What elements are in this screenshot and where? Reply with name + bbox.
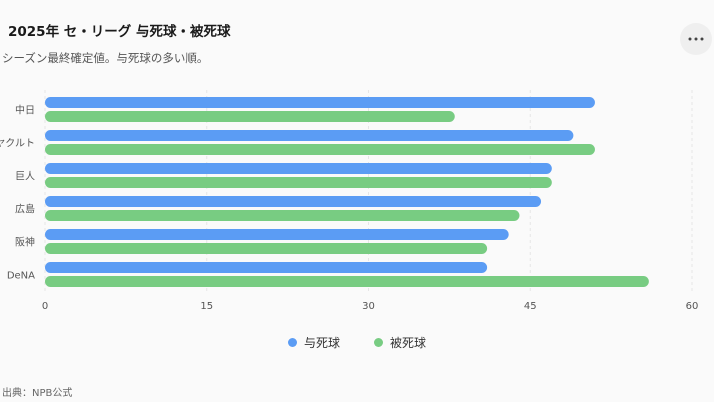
source-note: 出典：NPB公式	[2, 388, 73, 399]
legend-item: 与死球	[287, 334, 340, 351]
legend-label: 与死球	[303, 336, 340, 350]
more-options-button[interactable]	[680, 23, 712, 55]
bar-given	[45, 163, 552, 174]
chart-legend: 与死球 被死球	[0, 334, 714, 351]
chart-subtitle: シーズン最終確定値。与死球の多い順。	[2, 51, 209, 65]
y-category-label: 広島	[15, 203, 35, 216]
y-category-label: DeNA	[7, 271, 35, 282]
legend-swatch	[374, 338, 383, 347]
x-tick-label: 0	[42, 301, 48, 312]
bar-given	[45, 130, 574, 141]
legend-swatch	[287, 338, 297, 347]
y-category-label: 阪神	[15, 236, 35, 249]
bar-received	[45, 177, 552, 188]
x-tick-label: 45	[524, 301, 537, 312]
bar-given	[45, 262, 488, 273]
more-horizontal-icon	[688, 37, 704, 41]
bar-received	[45, 144, 595, 155]
bar-received	[45, 276, 649, 287]
bar-received	[45, 210, 520, 221]
bar-received	[45, 243, 488, 254]
y-category-label: 巨人	[15, 171, 35, 183]
y-category-label: 中日	[15, 104, 35, 117]
x-tick-label: 15	[200, 301, 213, 312]
chart-title: 2025年 セ・リーグ 与死球・被死球	[8, 24, 231, 40]
y-category-label: ヤクルト	[0, 138, 35, 150]
bar-received	[45, 111, 455, 122]
bar-given	[45, 196, 542, 207]
x-tick-label: 30	[362, 301, 375, 312]
x-tick-label: 60	[686, 301, 699, 312]
legend-label: 被死球	[390, 336, 427, 350]
bar-given	[45, 229, 509, 240]
bar-given	[45, 97, 595, 108]
legend-item: 被死球	[374, 334, 426, 351]
